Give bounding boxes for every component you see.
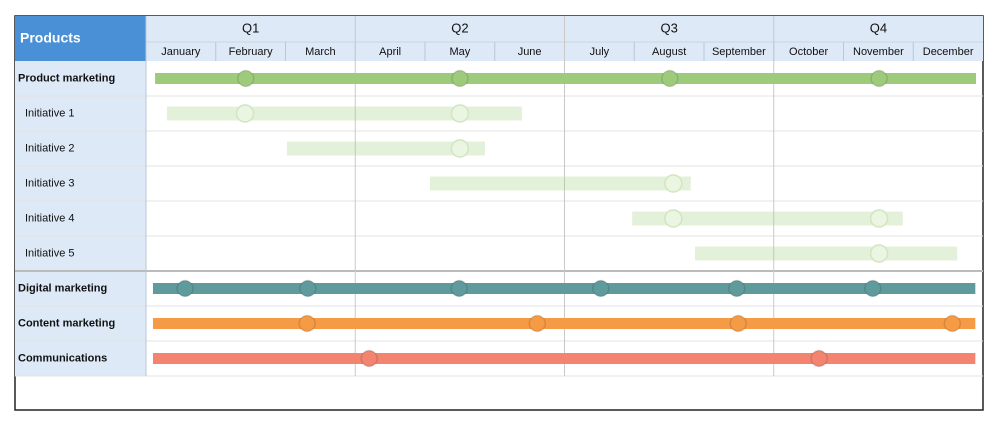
title-cell [15,16,146,61]
month-label: February [229,46,274,58]
month-label: March [305,46,336,58]
item-label: Initiative 5 [25,247,75,259]
milestone [528,314,547,333]
milestone [869,244,889,263]
milestone [810,349,828,368]
quarter-label: Q4 [870,20,887,35]
item-label: Initiative 4 [25,212,75,224]
group-bar [152,353,976,364]
month-label: April [379,46,401,58]
group-label: Content marketing [18,317,115,329]
item-label: Initiative 2 [25,142,75,154]
item-bar [286,141,485,156]
milestone [236,69,255,88]
month-label: September [712,46,766,58]
month-label: August [652,46,686,58]
milestone [450,139,470,158]
title: Products [20,30,81,46]
month-label: January [161,46,201,58]
milestone [664,209,683,228]
quarter-label: Q1 [242,20,259,35]
month-label: October [789,46,828,58]
milestone [235,104,255,123]
item-label: Initiative 3 [25,177,75,189]
milestone [728,279,746,298]
group-label: Product marketing [18,72,115,84]
month-label: May [449,46,470,58]
label-column [15,61,146,376]
group-bar [152,318,976,329]
milestone [661,69,679,88]
milestone [870,69,888,88]
milestone [869,209,889,228]
group-label: Communications [18,352,107,364]
group-bar [155,73,977,84]
quarter-label: Q2 [451,20,468,35]
milestone [360,349,378,368]
month-label: December [923,46,974,58]
month-label: November [853,46,904,58]
item-bar [694,246,958,261]
milestone [298,314,316,333]
milestone [299,279,317,298]
milestone [450,279,468,298]
milestone [592,279,610,298]
milestone [943,314,962,333]
group-bar [152,283,976,294]
milestone [176,279,194,298]
quarter-label: Q3 [660,20,677,35]
item-bar [166,106,522,121]
group-label: Digital marketing [18,282,107,294]
month-label: June [518,46,542,58]
item-bar [429,176,691,191]
milestone [450,104,470,123]
item-label: Initiative 1 [25,107,75,119]
milestone [451,69,469,88]
month-label: July [590,46,610,58]
item-bar [632,211,903,226]
milestone [729,314,747,333]
milestone [864,279,882,298]
milestone [664,174,683,193]
